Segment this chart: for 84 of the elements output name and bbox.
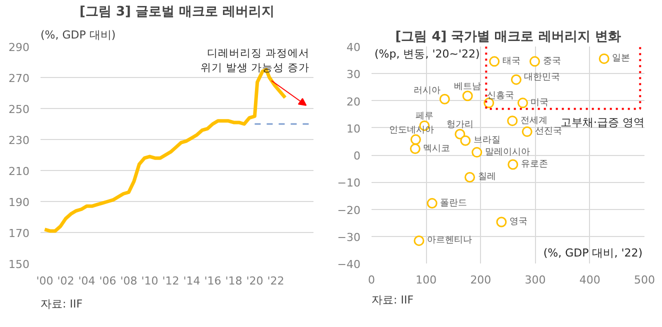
y-tick-label: −10 xyxy=(337,176,361,190)
x-tick-label: '08 xyxy=(120,274,138,288)
point xyxy=(410,144,420,154)
point xyxy=(517,98,528,108)
y-tick-label: 170 xyxy=(8,227,30,240)
x-tick-label: '18 xyxy=(225,274,242,288)
annotation: 말레이시아 xyxy=(484,147,530,158)
x-axis-title: (%, GDP 대비, '22) xyxy=(543,246,643,260)
y-tick-label: −20 xyxy=(337,204,361,217)
x-tick-label: 0 xyxy=(368,274,375,286)
annotation: 중국 xyxy=(542,56,561,66)
annotation: 대한민국 xyxy=(524,72,560,83)
y-tick-label: 190 xyxy=(8,196,30,209)
text: 자료: IIF xyxy=(40,298,83,310)
x-tick-label: '14 xyxy=(183,274,200,288)
x-tick-label: '20 xyxy=(246,274,264,288)
x-tick-label: '16 xyxy=(204,274,222,288)
annotation: 멕시코 xyxy=(423,144,450,154)
x-tick-label: '12 xyxy=(162,274,180,288)
point xyxy=(454,128,466,140)
x-tick-label: 300 xyxy=(524,274,546,286)
point xyxy=(510,74,522,85)
y-tick-label: 150 xyxy=(8,258,30,271)
point xyxy=(460,135,471,146)
x-tick-label: '06 xyxy=(99,274,116,288)
point xyxy=(462,90,473,102)
chart-title: [그림 4] 국가별 매크로 레버리지 변화 xyxy=(395,30,621,44)
point xyxy=(414,235,424,246)
annotation: 고부채·급증 영역 xyxy=(560,116,645,129)
annotation: 베트남 xyxy=(454,82,482,92)
point xyxy=(598,53,610,64)
y-tick-label: −40 xyxy=(337,258,361,271)
x-tick-label: 200 xyxy=(470,274,492,286)
point xyxy=(472,147,482,158)
point xyxy=(522,126,532,137)
annotation: 폴란드 xyxy=(440,198,468,208)
y-tick-label: 40 xyxy=(346,41,361,54)
annotation: 칠레 xyxy=(478,172,496,182)
y-tick-label: 290 xyxy=(8,41,30,54)
y-tick-label: 30 xyxy=(346,68,361,82)
point xyxy=(508,159,518,170)
annotation: 신흥국 xyxy=(486,90,514,101)
y-tick-label: 230 xyxy=(8,134,30,147)
x-tick-label: 500 xyxy=(634,274,655,286)
y-tick-label: −30 xyxy=(337,230,361,244)
annotation: 아르헨티나 xyxy=(427,236,472,246)
annotation: 페루 xyxy=(415,112,434,122)
x-tick-label: '02 xyxy=(57,274,74,288)
point xyxy=(507,116,518,126)
y-tick-label: 20 xyxy=(346,95,361,108)
annotation: 인도네시아 xyxy=(389,126,434,136)
y-axis-title: (%p, 변동, '20~'22) xyxy=(374,48,480,60)
annotation: 미국 xyxy=(530,98,549,108)
annotation: 영국 xyxy=(509,217,528,227)
annotation: 헝가리 xyxy=(446,120,474,130)
x-tick-label: '04 xyxy=(78,274,96,288)
point xyxy=(496,216,507,228)
annotation: 전세계 xyxy=(520,116,548,126)
y-tick-label: 210 xyxy=(8,165,30,178)
x-tick-label: 100 xyxy=(416,274,437,286)
y-tick-label: 250 xyxy=(8,103,30,116)
chart-title: [그림 3] 글로벌 매크로 레버리지 xyxy=(79,4,275,20)
point xyxy=(410,134,421,145)
point xyxy=(489,56,500,67)
point xyxy=(439,94,450,104)
x-tick-label: '22 xyxy=(267,274,284,288)
x-tick-label: '00 xyxy=(36,274,54,288)
point xyxy=(426,198,438,209)
y-axis-title: (%, GDP 대비) xyxy=(40,28,116,42)
x-tick-label: 400 xyxy=(579,274,600,286)
text: 자료: IIF xyxy=(372,294,414,306)
annotation: 유로존 xyxy=(520,159,548,170)
y-tick-label: 0 xyxy=(354,150,360,162)
x-tick-label: '10 xyxy=(141,274,158,288)
annotation: 디레버리징 과정에서 위기 발생 가능성 증가 xyxy=(200,48,310,74)
annotation: 러시아 xyxy=(414,86,441,96)
point xyxy=(530,56,540,67)
annotation: 브라질 xyxy=(473,136,500,146)
annotation: 선진국 xyxy=(535,126,562,137)
y-tick-label: 10 xyxy=(346,122,361,136)
annotation: 일본 xyxy=(612,54,630,64)
y-tick-label: 270 xyxy=(8,72,30,85)
point xyxy=(464,172,476,182)
annotation: 태국 xyxy=(502,56,520,66)
